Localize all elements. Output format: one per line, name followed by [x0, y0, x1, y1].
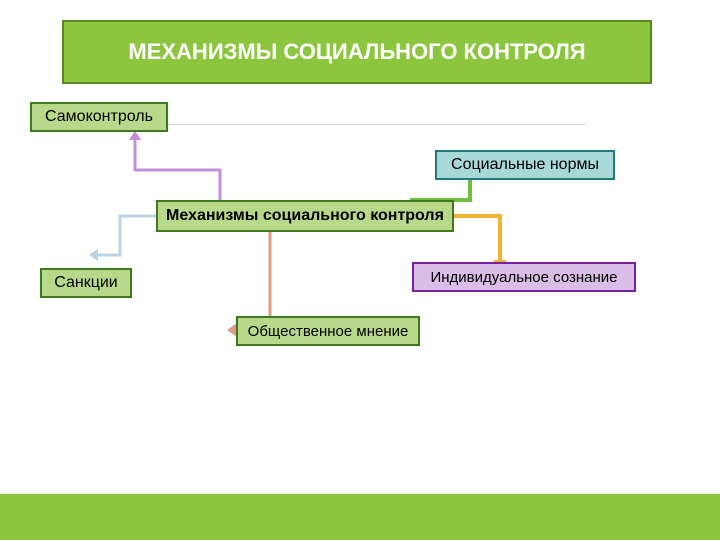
node-center: Механизмы социального контроля [156, 200, 454, 232]
title-banner: МЕХАНИЗМЫ СОЦИАЛЬНОГО КОНТРОЛЯ [62, 20, 652, 84]
title-text: МЕХАНИЗМЫ СОЦИАЛЬНОГО КОНТРОЛЯ [128, 39, 585, 65]
node-sanctions-label: Санкции [54, 274, 118, 292]
node-opinion: Общественное мнение [236, 316, 420, 346]
connector-to-conscious [454, 216, 500, 260]
connector-to-norms [410, 180, 470, 200]
arrowhead-to-sanctions [89, 249, 98, 262]
arrowhead-to-self-control [129, 131, 142, 140]
node-conscious: Индивидуальное сознание [412, 262, 636, 292]
node-center-label: Механизмы социального контроля [166, 207, 444, 225]
node-norms-label: Социальные нормы [451, 156, 599, 174]
node-self-control-label: Самоконтроль [45, 108, 153, 126]
node-opinion-label: Общественное мнение [248, 323, 409, 340]
node-norms: Социальные нормы [435, 150, 615, 180]
footer-bar [0, 494, 720, 540]
node-conscious-label: Индивидуальное сознание [430, 269, 617, 286]
connector-to-sanctions [98, 216, 156, 255]
node-sanctions: Санкции [40, 268, 132, 298]
node-self-control: Самоконтроль [30, 102, 168, 132]
slide-root: { "canvas": { "width": 720, "height": 54… [0, 0, 720, 540]
connector-to-self-control [135, 140, 220, 200]
arrowhead-to-opinion [227, 324, 236, 337]
